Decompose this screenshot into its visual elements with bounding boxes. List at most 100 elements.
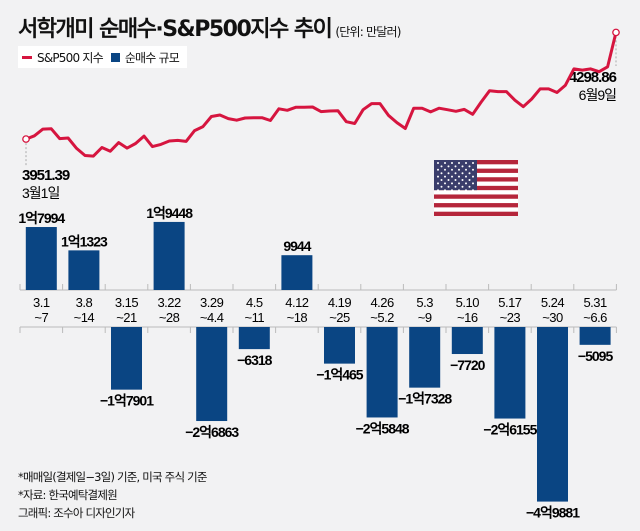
category-label-start: 5.24	[541, 295, 565, 310]
category-label-end: ~4.4	[200, 310, 224, 325]
bar	[111, 327, 142, 390]
line-start-value: 3951.39	[22, 167, 70, 184]
bar	[537, 327, 568, 502]
bar	[366, 327, 398, 418]
category-label-start: 4.19	[328, 295, 352, 310]
legend-bar-swatch	[110, 52, 120, 62]
flag-star	[447, 165, 450, 168]
category-label-start: 3.15	[115, 295, 139, 310]
category-label-start: 3.8	[76, 295, 93, 310]
us-flag-icon	[434, 160, 518, 216]
bar	[579, 327, 611, 345]
bar-value-label: −7720	[450, 357, 486, 373]
legend: S&P500 지수 순매수 규모	[18, 46, 188, 68]
flag-star	[458, 168, 460, 171]
flag-star	[440, 165, 443, 168]
bar-value-label: −2억5848	[356, 420, 410, 436]
bar	[409, 327, 441, 388]
flag-star	[461, 172, 464, 175]
bar-value-label: −2억6863	[185, 424, 239, 440]
category-label-start: 4.12	[285, 295, 309, 310]
flag-star	[468, 172, 471, 175]
flag-star	[451, 189, 453, 192]
flag-star	[440, 185, 443, 188]
footnotes: *매매일(결제일−3일) 기준, 미국 주식 기준 *자료: 한국예탁결제원 그…	[18, 468, 207, 522]
category-label-end: ~11	[245, 310, 265, 325]
net-buy-bar-layer: 1억7994 3.1~7 1억1323 3.8~14 −1억7901 3.15~21 1억9…	[18, 205, 617, 521]
bar-value-label: 1억7994	[18, 210, 65, 226]
chart-title: 서학개미 순매수·S&P500지수 추이 (단위: 만달러)	[18, 11, 401, 43]
bar	[494, 327, 526, 419]
flag-star	[472, 189, 474, 192]
flag-star	[447, 179, 450, 181]
bar-value-label: −4억9881	[526, 505, 580, 521]
category-label-start: 3.29	[200, 295, 224, 310]
flag-star	[465, 162, 467, 164]
footnote-credit: 그래픽: 조수아 디자인기자	[18, 506, 135, 520]
sp500-line-layer: 3951.39 3월1일 4298.86 6월9일	[22, 28, 620, 201]
unit-label: (단위: 만달러)	[335, 25, 401, 39]
flag-star	[437, 175, 439, 178]
flag-stripe	[434, 211, 518, 216]
flag-star	[444, 182, 446, 185]
line-end-date: 6월9일	[579, 87, 616, 103]
legend-line-label: S&P500 지수	[37, 50, 104, 65]
line-end-value: 4298.86	[569, 69, 617, 86]
flag-star	[447, 185, 450, 188]
flag-star	[437, 162, 439, 164]
category-label-start: 3.22	[157, 295, 181, 310]
category-label-start: 5.3	[416, 295, 433, 310]
footnote-basis: *매매일(결제일−3일) 기준, 미국 주식 기준	[18, 470, 207, 484]
flag-star	[458, 189, 460, 192]
flag-star	[472, 175, 474, 178]
bar	[238, 327, 270, 350]
bar-value-label: −6318	[237, 352, 273, 368]
category-label-end: ~16	[457, 310, 478, 325]
flag-star	[447, 172, 450, 175]
category-label-end: ~5.2	[370, 310, 394, 325]
flag-star	[451, 168, 453, 171]
flag-star	[472, 182, 474, 185]
bar-value-label: −2억6155	[483, 422, 537, 438]
footnote-source: *자료: 한국예탁결제원	[18, 488, 118, 502]
category-label-end: ~18	[287, 310, 308, 325]
bar	[324, 327, 355, 364]
flag-star	[440, 179, 443, 181]
flag-star	[465, 168, 467, 171]
sp500-line	[25, 32, 618, 158]
category-label-end: ~7	[34, 310, 48, 325]
category-label-start: 3.1	[33, 295, 50, 310]
bar-value-label: −1억7328	[398, 391, 452, 407]
category-label-end: ~28	[159, 310, 180, 325]
category-label-end: ~9	[418, 310, 432, 325]
flag-star	[458, 182, 460, 185]
flag-star	[444, 175, 446, 178]
flag-star	[440, 172, 443, 175]
flag-star	[437, 189, 439, 192]
flag-star	[451, 175, 453, 178]
flag-star	[465, 175, 467, 178]
flag-star	[465, 182, 467, 185]
bar	[153, 221, 185, 290]
bar	[68, 250, 100, 290]
category-label-end: ~23	[500, 310, 521, 325]
category-label-end: ~6.6	[583, 310, 607, 325]
bar-value-label: 1억9448	[146, 205, 193, 221]
line-end-marker	[612, 28, 620, 37]
line-start-date: 3월1일	[22, 185, 59, 201]
flag-star	[444, 168, 446, 171]
flag-star	[472, 162, 474, 164]
flag-star	[468, 185, 471, 188]
flag-star	[472, 168, 474, 171]
category-label-start: 5.10	[456, 295, 480, 310]
bar-value-label: −5095	[578, 348, 614, 364]
flag-stripe	[434, 203, 518, 208]
flag-star	[451, 162, 453, 164]
flag-star	[454, 172, 457, 175]
category-label-start: 4.5	[246, 295, 263, 310]
flag-star	[454, 185, 457, 188]
bar	[451, 327, 483, 355]
flag-star	[437, 182, 439, 185]
bar-value-label: −1억7901	[100, 393, 154, 409]
